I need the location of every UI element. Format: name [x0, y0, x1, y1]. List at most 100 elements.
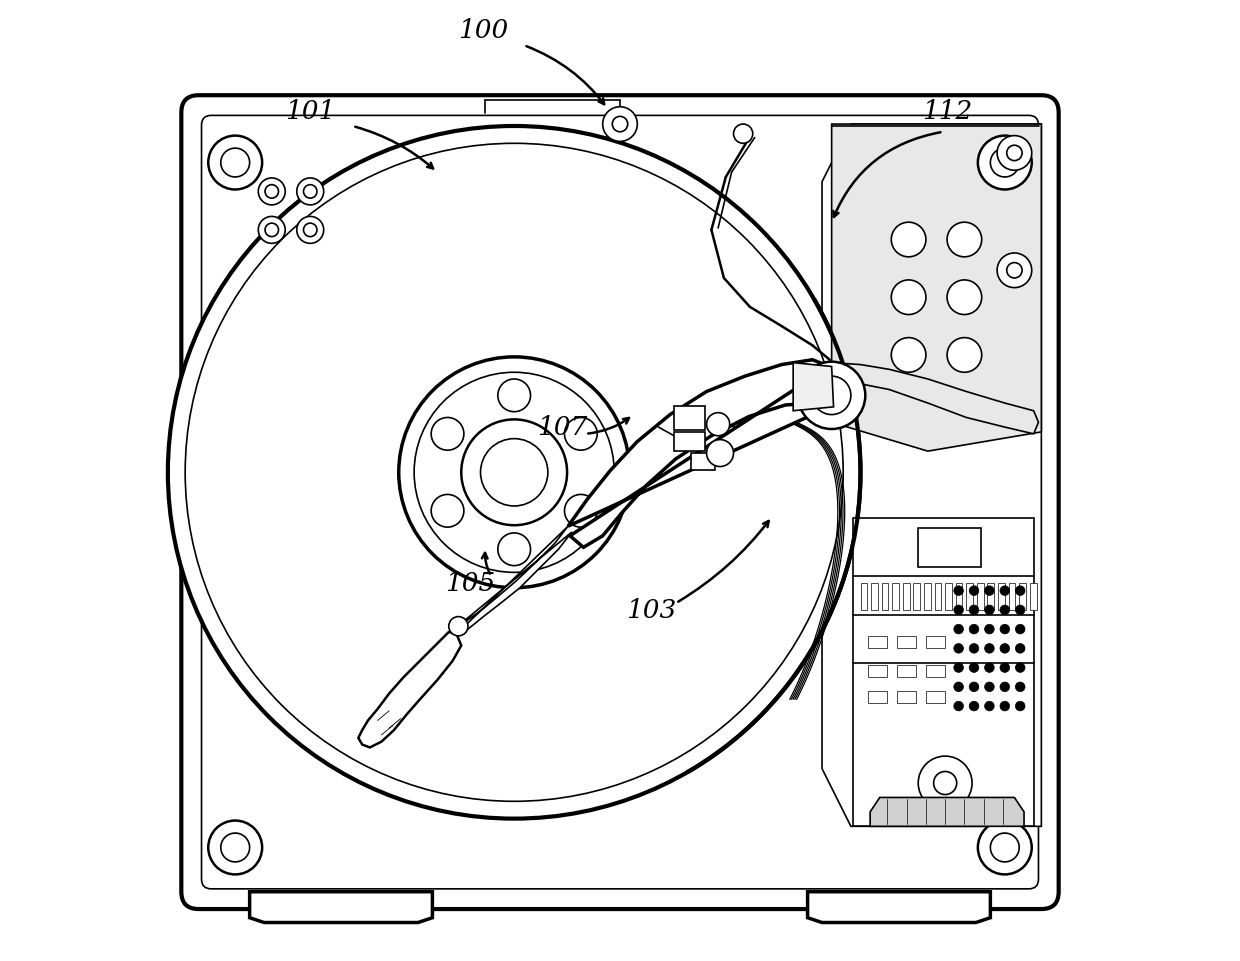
Circle shape [999, 586, 1009, 596]
Bar [966, 583, 973, 610]
Circle shape [947, 338, 982, 373]
Polygon shape [249, 892, 433, 923]
Circle shape [603, 108, 637, 142]
Bar [673, 407, 704, 431]
Circle shape [970, 682, 978, 692]
Circle shape [954, 605, 963, 615]
Circle shape [1016, 663, 1025, 673]
Bar [897, 665, 916, 678]
Circle shape [947, 281, 982, 315]
Circle shape [449, 617, 467, 636]
Circle shape [812, 377, 851, 415]
Bar [893, 583, 899, 610]
Polygon shape [450, 527, 572, 639]
Bar [998, 583, 1004, 610]
Circle shape [1016, 682, 1025, 692]
Circle shape [304, 224, 317, 237]
Circle shape [399, 357, 630, 588]
Bar [903, 583, 910, 610]
Circle shape [432, 418, 464, 451]
Bar [1008, 583, 1016, 610]
Bar [691, 454, 715, 471]
Circle shape [1016, 605, 1025, 615]
Circle shape [734, 125, 753, 144]
Text: 100: 100 [459, 18, 508, 43]
Circle shape [1016, 586, 1025, 596]
Bar [868, 665, 888, 678]
Bar [987, 583, 994, 610]
Circle shape [221, 149, 249, 178]
Circle shape [707, 413, 729, 436]
Polygon shape [358, 632, 461, 748]
Polygon shape [832, 363, 1038, 434]
Circle shape [1016, 625, 1025, 634]
Bar [861, 583, 867, 610]
Circle shape [296, 217, 324, 244]
Circle shape [208, 136, 262, 190]
Circle shape [1007, 146, 1022, 161]
Bar [868, 691, 888, 703]
Circle shape [265, 185, 279, 199]
Circle shape [954, 644, 963, 653]
Circle shape [258, 179, 285, 206]
Circle shape [985, 586, 994, 596]
Circle shape [999, 625, 1009, 634]
Circle shape [296, 179, 324, 206]
Circle shape [564, 495, 598, 528]
Circle shape [954, 663, 963, 673]
Bar [926, 665, 945, 678]
Circle shape [970, 702, 978, 711]
Circle shape [978, 821, 1032, 875]
Bar [673, 432, 704, 452]
Bar [924, 583, 931, 610]
Circle shape [970, 605, 978, 615]
Text: 103: 103 [626, 597, 676, 622]
Circle shape [613, 117, 627, 133]
Circle shape [970, 644, 978, 653]
Bar [897, 636, 916, 649]
Circle shape [954, 682, 963, 692]
Circle shape [265, 224, 279, 237]
Circle shape [985, 644, 994, 653]
Bar [918, 529, 981, 567]
Circle shape [461, 420, 567, 526]
Circle shape [947, 223, 982, 258]
Text: 112: 112 [923, 99, 972, 124]
Circle shape [985, 682, 994, 692]
Circle shape [954, 702, 963, 711]
Circle shape [497, 533, 531, 566]
Bar [914, 583, 920, 610]
Circle shape [991, 149, 1019, 178]
Circle shape [954, 586, 963, 596]
Polygon shape [832, 125, 1042, 452]
Circle shape [970, 625, 978, 634]
Polygon shape [870, 798, 1024, 826]
Circle shape [978, 136, 1032, 190]
Bar [853, 519, 1034, 826]
Bar [926, 691, 945, 703]
Circle shape [999, 702, 1009, 711]
Circle shape [258, 217, 285, 244]
Bar [956, 583, 962, 610]
Circle shape [970, 663, 978, 673]
Circle shape [997, 136, 1032, 171]
Circle shape [892, 281, 926, 315]
Circle shape [954, 625, 963, 634]
FancyBboxPatch shape [181, 96, 1059, 909]
Circle shape [970, 586, 978, 596]
Text: 105: 105 [445, 570, 495, 595]
Text: 107: 107 [537, 414, 588, 439]
Circle shape [167, 127, 861, 819]
Circle shape [918, 756, 972, 810]
Circle shape [892, 338, 926, 373]
Circle shape [1016, 644, 1025, 653]
Circle shape [481, 439, 548, 506]
Circle shape [497, 380, 531, 412]
Circle shape [997, 254, 1032, 288]
Circle shape [799, 362, 866, 430]
Bar [1029, 583, 1037, 610]
Polygon shape [807, 892, 991, 923]
Circle shape [999, 682, 1009, 692]
Circle shape [934, 772, 957, 795]
Bar [870, 583, 878, 610]
